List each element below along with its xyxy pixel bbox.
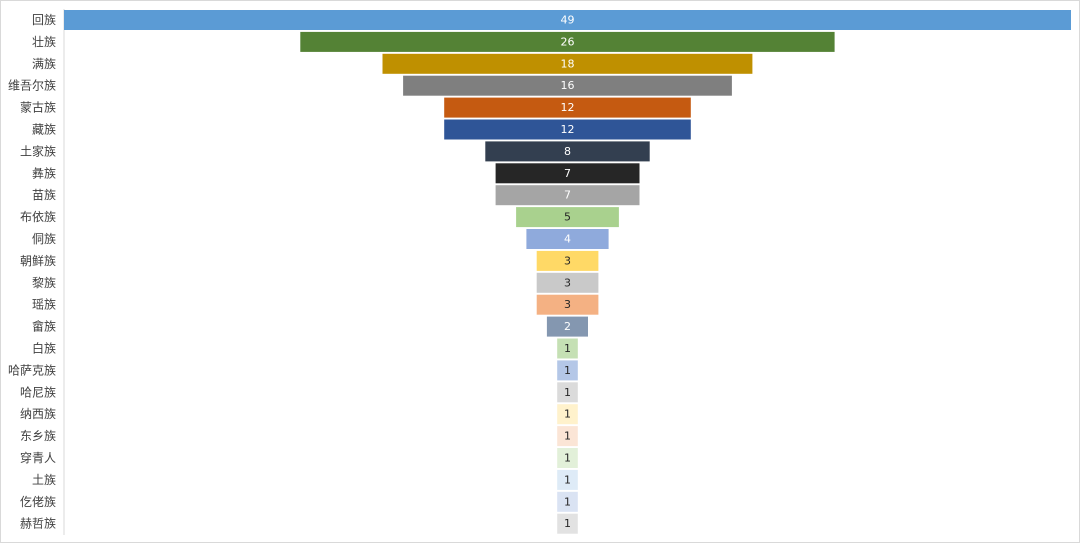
- bar: [557, 338, 578, 359]
- category-label: 蒙古族: [20, 100, 56, 115]
- category-label: 土家族: [20, 143, 56, 158]
- data-label: 49: [561, 14, 575, 27]
- category-label: 黎族: [32, 276, 56, 290]
- category-label: 壮族: [32, 35, 56, 49]
- category-label: 赫哲族: [20, 517, 56, 531]
- bar: [557, 382, 578, 403]
- bar: [546, 316, 588, 337]
- bar: [536, 250, 599, 271]
- bar: [557, 491, 578, 512]
- category-label: 畲族: [32, 319, 56, 334]
- data-label: 1: [564, 495, 571, 508]
- category-label: 东乡族: [20, 429, 56, 443]
- data-label: 12: [561, 123, 575, 136]
- bar: [526, 229, 609, 249]
- data-labels: 49 26 18 16 12 12 8 7 7 5 4 3 3 3 2 1 1 1 1 1 1 1 1 1: [561, 14, 575, 531]
- bar: [382, 53, 753, 74]
- data-label: 1: [564, 408, 571, 421]
- bar: [557, 426, 578, 447]
- data-label: 5: [564, 211, 571, 224]
- category-label: 维吾尔族: [8, 78, 56, 93]
- data-label: 26: [561, 35, 575, 48]
- bar: [557, 360, 578, 381]
- bar: [536, 294, 599, 315]
- category-label: 瑶族: [32, 298, 56, 312]
- data-label: 7: [564, 167, 571, 180]
- data-label: 18: [561, 57, 575, 70]
- data-label: 16: [561, 79, 575, 92]
- data-label: 1: [564, 364, 571, 377]
- data-label: 8: [564, 145, 571, 158]
- category-label: 哈萨克族: [8, 363, 56, 377]
- category-label: 穿青人: [20, 450, 56, 465]
- data-label: 1: [564, 430, 571, 443]
- bar: [557, 469, 578, 490]
- category-label: 满族: [32, 57, 56, 71]
- data-label: 1: [564, 386, 571, 399]
- data-label: 3: [564, 276, 571, 289]
- bar: [536, 272, 599, 293]
- category-label: 彝族: [32, 165, 56, 180]
- category-label: 土族: [32, 473, 56, 487]
- data-label: 7: [564, 189, 571, 202]
- data-label: 3: [564, 298, 571, 311]
- bar: [495, 185, 640, 206]
- data-label: 1: [564, 473, 571, 486]
- category-label: 哈尼族: [20, 385, 56, 399]
- data-label: 12: [561, 101, 575, 114]
- bar: [300, 31, 835, 52]
- bar: [516, 207, 619, 228]
- category-label: 回族: [32, 13, 56, 27]
- category-label: 布依族: [20, 209, 56, 224]
- data-label: 1: [564, 517, 571, 530]
- data-label: 4: [564, 233, 571, 246]
- data-label: 1: [564, 452, 571, 465]
- category-label: 仡佬族: [20, 495, 56, 509]
- category-label: 侗族: [32, 232, 56, 246]
- data-label: 1: [564, 342, 571, 355]
- bar: [485, 141, 650, 162]
- category-label: 纳西族: [20, 407, 56, 421]
- category-label: 朝鲜族: [20, 254, 56, 268]
- bar: [495, 163, 640, 184]
- bar: [557, 513, 578, 534]
- bar-group: [64, 10, 1071, 534]
- category-label: 白族: [32, 341, 56, 356]
- category-labels: 回族壮族满族维吾尔族蒙古族藏族土家族彝族苗族布依族侗族朝鲜族黎族瑶族畲族白族哈萨…: [8, 13, 56, 531]
- bar: [557, 404, 578, 425]
- data-label: 3: [564, 254, 571, 267]
- data-label: 2: [564, 320, 571, 333]
- category-label: 苗族: [32, 188, 56, 202]
- bar: [64, 10, 1071, 30]
- bar: [444, 97, 691, 118]
- bar: [444, 119, 691, 140]
- bar: [557, 448, 578, 468]
- category-label: 藏族: [32, 123, 56, 137]
- bar: [403, 75, 732, 96]
